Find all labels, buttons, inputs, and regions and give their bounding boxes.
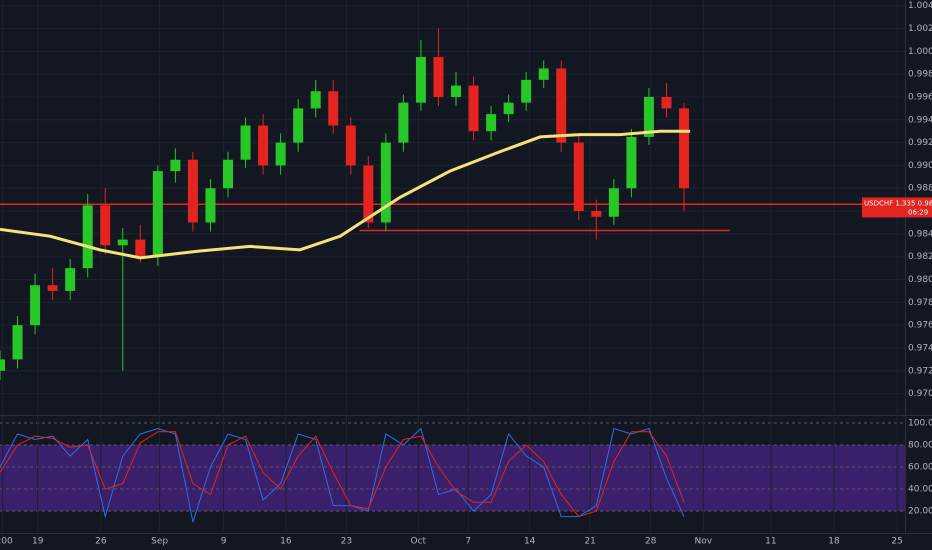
y-tick-label: 80.00 (908, 440, 932, 450)
stochastic-band (0, 444, 905, 512)
price-tag-time: 06:29 (908, 208, 928, 216)
x-tick-label: 18 (828, 537, 840, 547)
y-tick-label: 0.97000 (908, 389, 932, 399)
stochastic-line (0, 431, 685, 518)
x-tick-label: Nov (695, 537, 713, 547)
candle-body (100, 205, 111, 246)
candle-body (275, 142, 286, 166)
y-tick-label: 0.99200 (908, 138, 932, 148)
candle-body (643, 96, 654, 137)
y-tick-label: 1.00400 (908, 1, 932, 11)
x-tick-label: 19 (32, 537, 44, 547)
candle-body (170, 159, 181, 172)
candle-body (661, 96, 672, 109)
candle-body (468, 85, 479, 132)
y-tick-label: 0.98200 (908, 252, 932, 262)
candle-body (503, 102, 514, 115)
x-tick-label: 23 (341, 537, 352, 547)
candle-body (608, 188, 619, 217)
x-tick-label: 16 (280, 537, 292, 547)
y-tick-label: 0.98400 (908, 229, 932, 239)
candle-body (679, 108, 690, 189)
x-tick-label: 9 (221, 537, 227, 547)
candle-body (293, 108, 304, 143)
y-tick-label: 0.97800 (908, 298, 932, 308)
candle-body (152, 171, 163, 257)
candle-body (65, 268, 76, 291)
x-tick-label: 0:00 (0, 537, 13, 547)
y-tick-label: 1.00000 (908, 47, 932, 57)
candle-body (345, 125, 356, 166)
x-tick-label: 26 (95, 537, 107, 547)
x-tick-label: 21 (584, 537, 595, 547)
candle-body (486, 114, 497, 132)
candle-body (451, 85, 462, 97)
candle-body (363, 165, 374, 223)
candle-body (380, 142, 391, 223)
candle-body (573, 142, 584, 212)
candle-body (205, 188, 216, 223)
candle-body (328, 91, 339, 126)
y-tick-label: 60.00 (908, 463, 932, 473)
candle-body (117, 239, 128, 246)
y-tick-label: 0.99600 (908, 92, 932, 102)
candle-body (433, 57, 444, 97)
y-tick-label: 0.99800 (908, 70, 932, 80)
y-tick-label: 1.00200 (908, 24, 932, 34)
candle-body (223, 159, 234, 189)
y-tick-label: 100.00 (908, 418, 932, 428)
candle-body (521, 79, 532, 103)
candle-body (258, 125, 269, 166)
candle-body (415, 57, 426, 103)
candle-body (47, 285, 58, 291)
x-tick-label: Oct (411, 537, 427, 547)
candle-body (12, 325, 23, 360)
y-tick-label: 0.97600 (908, 321, 932, 331)
moving-average (0, 129, 691, 260)
y-tick-label: 0.97200 (908, 366, 932, 376)
candle-body (626, 136, 637, 189)
x-tick-label: 14 (524, 537, 536, 547)
candle-body (398, 102, 409, 143)
x-tick-label: 7 (465, 537, 471, 547)
x-tick-label: 28 (645, 537, 657, 547)
x-tick-label: Sep (151, 537, 168, 547)
candle-body (187, 159, 198, 223)
y-tick-label: 0.99000 (908, 161, 932, 171)
y-tick-label: 40.00 (908, 485, 932, 495)
candle-body (591, 211, 602, 217)
candle-body (240, 125, 251, 160)
candle-body (310, 91, 321, 109)
candle-body (82, 205, 93, 269)
candle-body (0, 359, 5, 371)
y-tick-label: 0.97400 (908, 343, 932, 353)
candle-body (30, 285, 41, 326)
candle-body (135, 239, 146, 257)
y-tick-label: 0.98800 (908, 184, 932, 194)
candle-body (538, 68, 549, 80)
price-tag-label: USDCHF 1.335 0.98667 (864, 199, 932, 207)
y-tick-label: 0.99400 (908, 115, 932, 125)
price-tag (862, 197, 932, 218)
y-tick-label: 0.98000 (908, 275, 932, 285)
candle-body (556, 68, 567, 143)
x-tick-label: 11 (765, 537, 776, 547)
x-tick-label: 25 (891, 537, 902, 547)
y-tick-label: 20.00 (908, 507, 932, 517)
